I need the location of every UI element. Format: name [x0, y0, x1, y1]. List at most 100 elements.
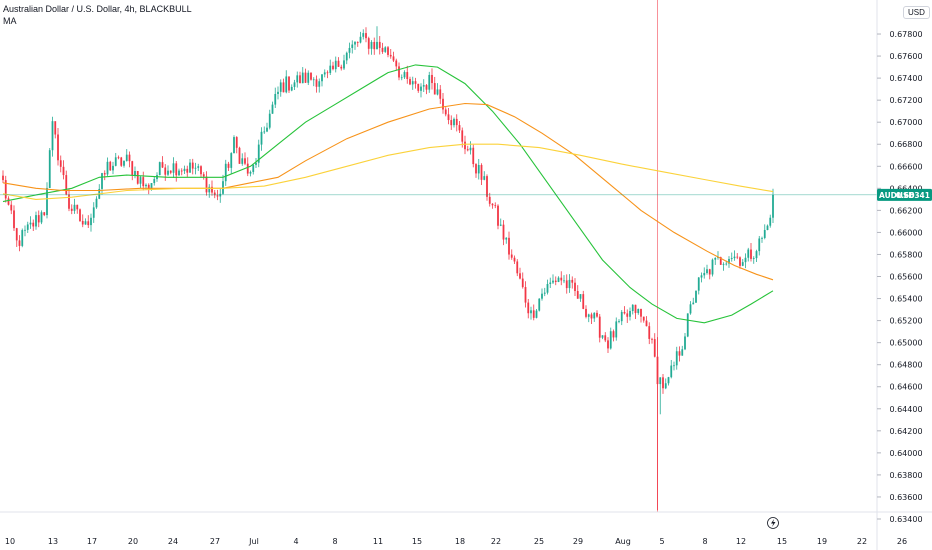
time-tick-label: 10: [5, 537, 15, 546]
candle: [763, 224, 766, 240]
candle: [18, 235, 21, 252]
candle: [15, 227, 18, 247]
candle: [714, 257, 717, 265]
candle: [692, 297, 695, 305]
candle: [648, 322, 651, 345]
candle: [695, 290, 697, 304]
price-tick-label: 0.67800: [889, 30, 922, 39]
candle: [326, 70, 329, 79]
candle: [645, 316, 648, 327]
candle: [521, 272, 524, 289]
candle: [123, 160, 125, 168]
candle: [131, 160, 134, 181]
candle: [744, 253, 747, 269]
candle: [750, 243, 752, 262]
candle: [420, 83, 422, 98]
candle: [376, 26, 378, 50]
time-tick-label: 5: [659, 537, 664, 546]
moving-average-line: [2, 64, 774, 324]
candle: [491, 203, 494, 209]
candle: [480, 163, 483, 186]
currency-button[interactable]: USD: [903, 6, 930, 19]
price-tick-label: 0.66600: [889, 162, 922, 171]
candle: [172, 157, 175, 178]
candle: [293, 79, 296, 91]
candle: [299, 71, 301, 84]
candle: [139, 175, 142, 189]
time-tick-label: 22: [857, 537, 867, 546]
candle: [453, 117, 455, 128]
candle: [241, 153, 244, 166]
candle: [227, 161, 230, 171]
candle: [125, 149, 128, 162]
candle: [607, 337, 609, 353]
indicator-label[interactable]: MA: [3, 16, 17, 26]
price-tick-label: 0.64800: [889, 361, 922, 370]
candle: [612, 329, 615, 342]
candle: [120, 156, 123, 167]
candle: [620, 309, 623, 326]
moving-average-line: [2, 143, 774, 200]
candle: [59, 155, 62, 173]
chart-header: Australian Dollar / U.S. Dollar, 4h, BLA…: [3, 3, 192, 27]
candle: [730, 252, 733, 262]
candle: [403, 70, 406, 80]
candle: [180, 168, 183, 176]
candle: [670, 359, 673, 379]
candle: [653, 333, 656, 358]
candle: [37, 210, 40, 228]
candle: [54, 121, 57, 139]
price-tick-label: 0.63600: [889, 493, 922, 502]
candle: [675, 346, 678, 370]
candle: [332, 61, 334, 71]
candle: [367, 36, 370, 55]
chart-title: Australian Dollar / U.S. Dollar, 4h, BLA…: [3, 4, 192, 14]
candle: [323, 69, 326, 78]
candle: [230, 152, 233, 174]
candle: [235, 136, 238, 154]
time-tick-label: 20: [128, 537, 138, 546]
candle: [618, 319, 620, 324]
candle: [651, 337, 653, 344]
candle: [497, 204, 499, 230]
moving-average-line: [2, 102, 774, 281]
candle: [466, 145, 469, 152]
candle: [527, 298, 530, 319]
candle: [499, 218, 502, 227]
price-tick-label: 0.65000: [889, 339, 922, 348]
price-tick-label: 0.67600: [889, 52, 922, 61]
candle: [392, 51, 395, 63]
candle: [191, 158, 194, 175]
time-tick-label: 26: [897, 537, 907, 546]
candle: [26, 221, 29, 233]
candle: [70, 204, 73, 215]
candle: [136, 170, 139, 185]
candle: [359, 31, 362, 44]
candle: [505, 237, 508, 244]
time-tick-label: 8: [332, 537, 337, 546]
price-tick-label: 0.66000: [889, 228, 922, 237]
candle: [134, 166, 136, 179]
candle: [106, 157, 109, 177]
candle: [450, 115, 453, 130]
price-tick-label: 0.65600: [889, 273, 922, 282]
candle: [87, 215, 90, 229]
time-tick-label: 24: [168, 537, 178, 546]
candle: [219, 187, 222, 203]
candle: [81, 214, 84, 228]
time-tick-label: Aug: [615, 537, 631, 546]
lightning-icon[interactable]: [767, 517, 779, 529]
candle: [574, 278, 576, 297]
candle: [362, 29, 365, 40]
candle: [433, 76, 436, 95]
price-tick-label: 0.67400: [889, 74, 922, 83]
candle: [92, 202, 95, 223]
candle: [73, 198, 76, 214]
candle: [755, 249, 758, 263]
candle: [167, 165, 169, 176]
candle: [356, 41, 359, 47]
candle: [84, 218, 87, 225]
candle: [541, 288, 543, 301]
candle: [439, 85, 442, 104]
